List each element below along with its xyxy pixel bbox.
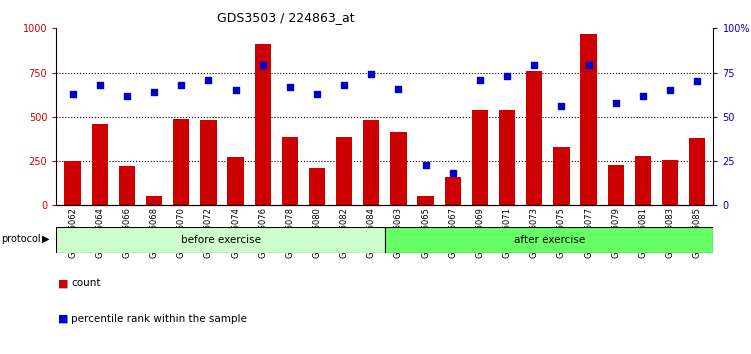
Bar xyxy=(418,196,434,205)
Bar xyxy=(309,168,325,205)
Bar xyxy=(553,147,569,205)
Text: count: count xyxy=(71,278,101,288)
Text: ■: ■ xyxy=(58,278,68,288)
Bar xyxy=(146,196,162,205)
Point xyxy=(528,63,540,68)
Bar xyxy=(526,71,542,205)
Point xyxy=(202,77,214,82)
Point xyxy=(311,91,323,97)
Bar xyxy=(363,120,379,205)
Bar xyxy=(228,156,243,205)
Text: ■: ■ xyxy=(58,314,68,324)
Bar xyxy=(173,119,189,205)
Bar xyxy=(499,110,515,205)
Text: ▶: ▶ xyxy=(42,234,50,244)
Point xyxy=(420,162,432,167)
Bar xyxy=(608,165,624,205)
Bar xyxy=(119,166,135,205)
Point xyxy=(230,87,242,93)
Bar xyxy=(581,34,597,205)
Text: before exercise: before exercise xyxy=(180,235,261,245)
Text: GDS3503 / 224863_at: GDS3503 / 224863_at xyxy=(216,11,354,24)
Point xyxy=(257,63,269,68)
Text: after exercise: after exercise xyxy=(514,235,585,245)
Point xyxy=(637,93,649,98)
Point xyxy=(365,72,377,77)
Point xyxy=(175,82,187,88)
Bar xyxy=(472,110,488,205)
Bar xyxy=(391,132,406,205)
Point xyxy=(664,87,676,93)
Bar xyxy=(282,137,298,205)
Point xyxy=(121,93,133,98)
Point xyxy=(691,79,703,84)
Point xyxy=(556,103,568,109)
Point xyxy=(148,89,160,95)
Point xyxy=(94,82,106,88)
Bar xyxy=(255,44,271,205)
Text: percentile rank within the sample: percentile rank within the sample xyxy=(71,314,247,324)
Point xyxy=(67,91,79,97)
Bar xyxy=(635,156,651,205)
Bar xyxy=(92,124,108,205)
Bar xyxy=(65,161,81,205)
Bar xyxy=(662,160,678,205)
Point xyxy=(393,86,405,91)
Text: protocol: protocol xyxy=(2,234,41,244)
Bar xyxy=(336,137,352,205)
Point xyxy=(338,82,350,88)
Bar xyxy=(689,138,705,205)
Bar xyxy=(201,120,216,205)
Point xyxy=(501,73,513,79)
Bar xyxy=(385,227,713,253)
Bar xyxy=(445,177,461,205)
Point xyxy=(583,63,595,68)
Point xyxy=(447,171,459,176)
Point xyxy=(474,77,486,82)
Bar xyxy=(56,227,385,253)
Point xyxy=(610,100,622,105)
Point xyxy=(284,84,296,90)
